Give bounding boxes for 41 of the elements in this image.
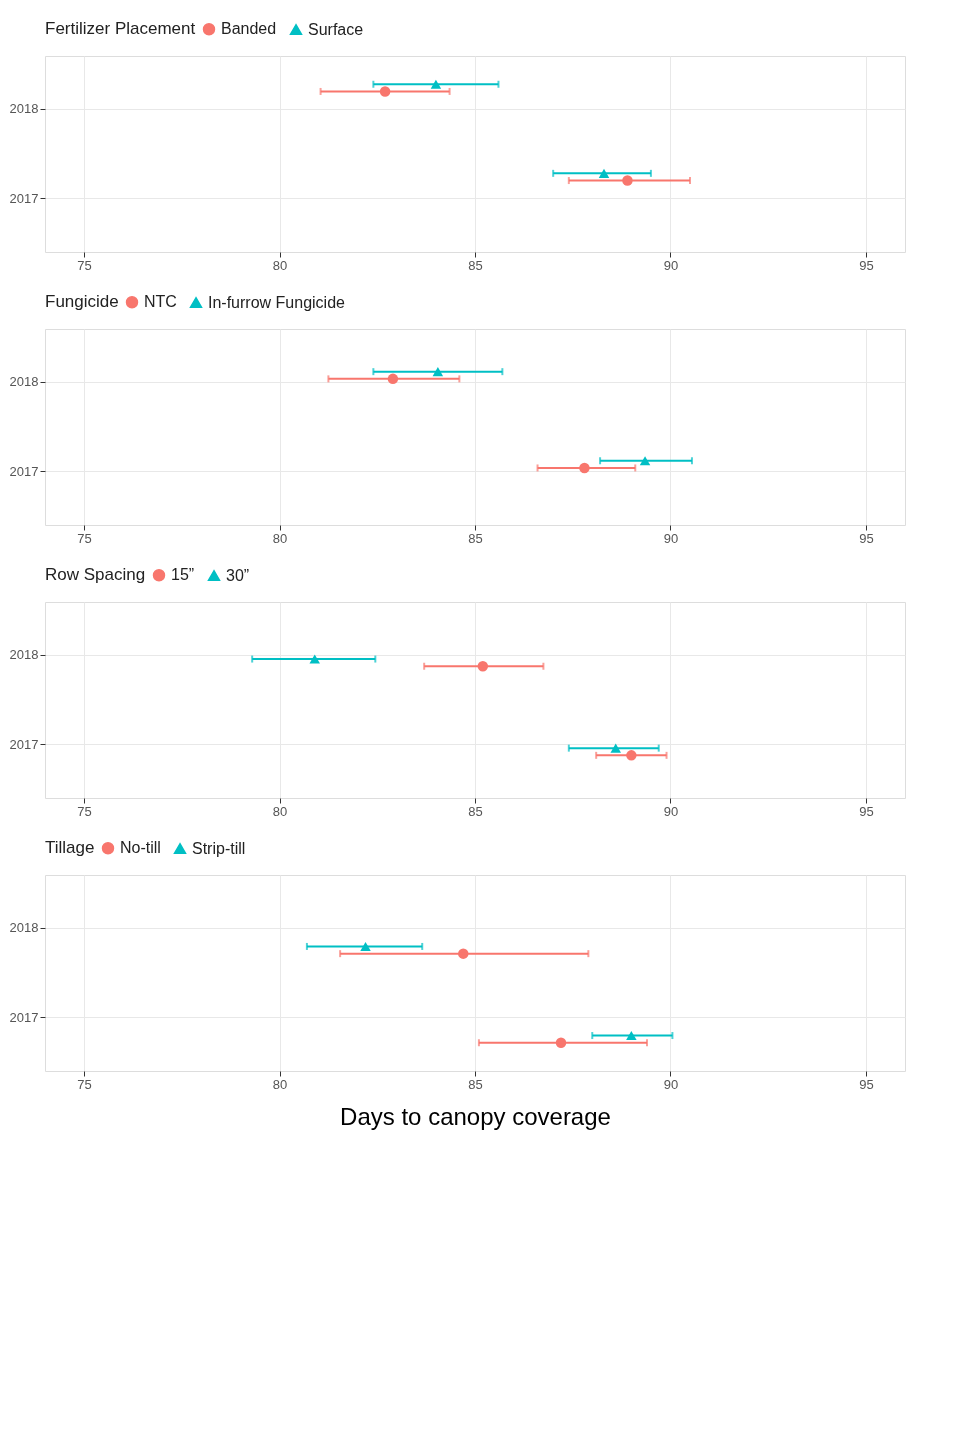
y-tick-label: 2018 (9, 647, 39, 663)
legend-label: In-furrow Fungicide (208, 293, 346, 311)
legend-title: Row Spacing (45, 565, 146, 584)
x-tick-label: 90 (663, 1076, 679, 1092)
x-tick-label: 75 (77, 1076, 92, 1092)
x-tick-label: 80 (272, 1076, 288, 1092)
x-tick-label: 95 (859, 257, 874, 273)
x-tick-label: 90 (663, 257, 679, 273)
legend-label: Strip-till (192, 839, 246, 857)
x-tick-label: 80 (272, 530, 288, 546)
x-tick-label: 85 (468, 1076, 483, 1092)
y-tick-label: 2017 (9, 736, 39, 752)
legend-label: Banded (221, 20, 277, 38)
legend-title: Tillage (45, 838, 95, 857)
legend-label: 30” (226, 566, 250, 584)
legend-title: Fertilizer Placement (45, 19, 196, 38)
legend-label: No-till (120, 839, 161, 857)
x-tick-label: 75 (77, 530, 92, 546)
x-tick-label: 75 (77, 257, 92, 273)
x-tick-label: 75 (77, 803, 92, 819)
x-tick-label: 95 (859, 803, 874, 819)
y-tick-label: 2018 (9, 374, 39, 390)
x-tick-label: 90 (663, 803, 679, 819)
y-tick-label: 2017 (9, 190, 39, 206)
legend-label: 15” (171, 566, 195, 584)
x-tick-label: 95 (859, 1076, 874, 1092)
x-tick-label: 95 (859, 530, 874, 546)
y-tick-label: 2018 (9, 920, 39, 936)
x-tick-label: 85 (468, 530, 483, 546)
y-tick-label: 2017 (9, 463, 39, 479)
legend-label: NTC (144, 293, 177, 311)
x-axis-title: Days to canopy coverage (340, 1102, 611, 1130)
legend-label: Surface (308, 20, 364, 38)
legend-title: Fungicide (45, 292, 119, 311)
y-tick-label: 2017 (9, 1009, 39, 1025)
x-tick-label: 80 (272, 257, 288, 273)
x-tick-label: 90 (663, 530, 679, 546)
x-tick-label: 85 (468, 803, 483, 819)
x-tick-label: 85 (468, 257, 483, 273)
x-tick-label: 80 (272, 803, 288, 819)
y-tick-label: 2018 (9, 101, 39, 117)
